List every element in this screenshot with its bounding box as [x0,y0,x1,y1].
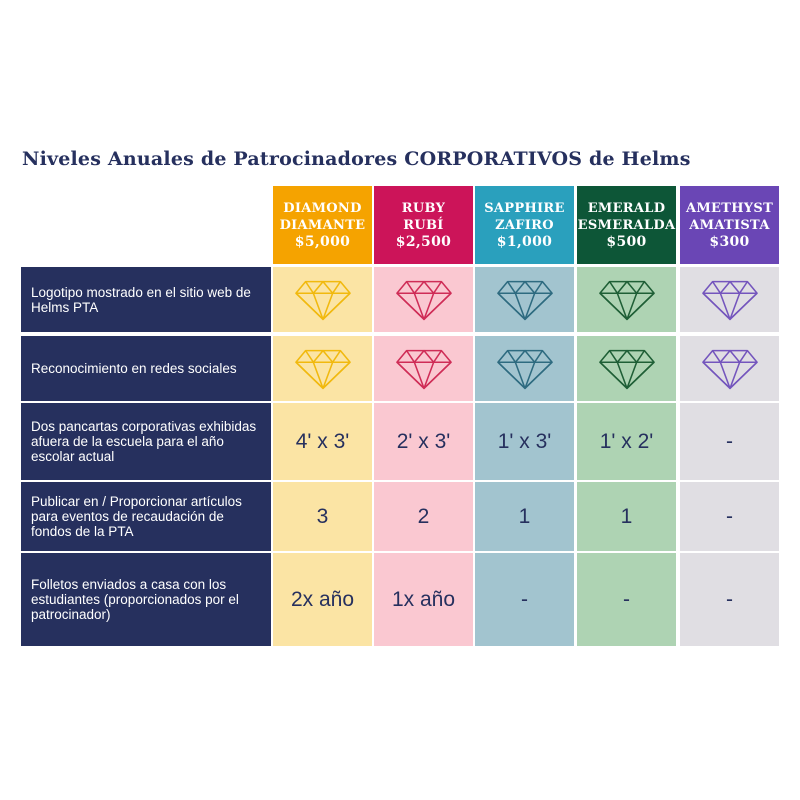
cell-value: - [726,504,733,528]
cell-ruby: 2 [374,482,473,551]
tier-header-amethyst: AMETHYST AMATISTA $300 [680,186,779,264]
cell-value: 4' x 3' [295,429,350,453]
cell-amethyst: - [680,553,779,646]
cell-ruby: 1x año [374,553,473,646]
cell-value: - [623,587,630,611]
cell-value: 1 [518,504,531,528]
gem-icon [395,349,452,389]
cell-value: 1' x 3' [497,429,552,453]
gem-icon [395,280,452,320]
row-label: Publicar en / Proporcionar artículos par… [21,482,271,551]
cell-diamond: 3 [273,482,372,551]
gem-icon [496,280,553,320]
tier-price: $500 [606,233,647,250]
tier-header-emerald: EMERALD ESMERALDA $500 [577,186,676,264]
cell-sapphire [475,336,574,401]
cell-value: - [521,587,528,611]
tier-price: $5,000 [294,233,351,250]
tier-header-diamond: DIAMOND DIAMANTE $5,000 [273,186,372,264]
cell-amethyst: - [680,482,779,551]
cell-sapphire: 1' x 3' [475,403,574,480]
cell-ruby [374,336,473,401]
tier-name-es: ESMERALDA [577,217,676,233]
cell-sapphire [475,267,574,332]
cell-amethyst [680,267,779,332]
cell-value: 2 [417,504,430,528]
tier-name: RUBY [401,200,446,216]
cell-amethyst: - [680,403,779,480]
cell-sapphire: - [475,553,574,646]
tier-price: $300 [709,233,750,250]
row-label: Reconocimiento en redes sociales [21,336,271,401]
gem-icon [294,349,351,389]
cell-value: 1 [620,504,633,528]
tier-name: EMERALD [587,200,666,216]
cell-emerald [577,336,676,401]
cell-emerald: 1' x 2' [577,403,676,480]
cell-value: 3 [316,504,329,528]
tier-header-ruby: RUBY RUBÍ $2,500 [374,186,473,264]
cell-emerald [577,267,676,332]
cell-value: 1x año [391,587,456,611]
tier-name: DIAMOND [283,200,362,216]
tier-header-sapphire: SAPPHIRE ZAFIRO $1,000 [475,186,574,264]
cell-emerald: - [577,553,676,646]
gem-icon [701,280,758,320]
tier-name: AMETHYST [685,200,774,216]
tier-name-es: DIAMANTE [279,217,366,233]
tier-name: SAPPHIRE [484,200,565,216]
cell-diamond [273,267,372,332]
cell-value: 2x año [290,587,355,611]
row-label: Dos pancartas corporativas exhibidas afu… [21,403,271,480]
cell-amethyst [680,336,779,401]
gem-icon [598,280,655,320]
cell-diamond: 2x año [273,553,372,646]
cell-ruby: 2' x 3' [374,403,473,480]
cell-emerald: 1 [577,482,676,551]
cell-value: 2' x 3' [396,429,451,453]
gem-icon [294,280,351,320]
tier-price: $2,500 [395,233,452,250]
row-label: Logotipo mostrado en el sitio web de Hel… [21,267,271,332]
cell-value: 1' x 2' [599,429,654,453]
gem-icon [598,349,655,389]
row-label: Folletos enviados a casa con los estudia… [21,553,271,646]
cell-ruby [374,267,473,332]
cell-diamond [273,336,372,401]
page-title: Niveles Anuales de Patrocinadores CORPOR… [22,148,691,170]
tier-name-es: AMATISTA [689,217,770,233]
tier-price: $1,000 [496,233,553,250]
tier-name-es: RUBÍ [403,217,444,233]
gem-icon [496,349,553,389]
tier-name-es: ZAFIRO [495,217,554,233]
cell-value: - [726,429,733,453]
gem-icon [701,349,758,389]
cell-value: - [726,587,733,611]
cell-diamond: 4' x 3' [273,403,372,480]
cell-sapphire: 1 [475,482,574,551]
